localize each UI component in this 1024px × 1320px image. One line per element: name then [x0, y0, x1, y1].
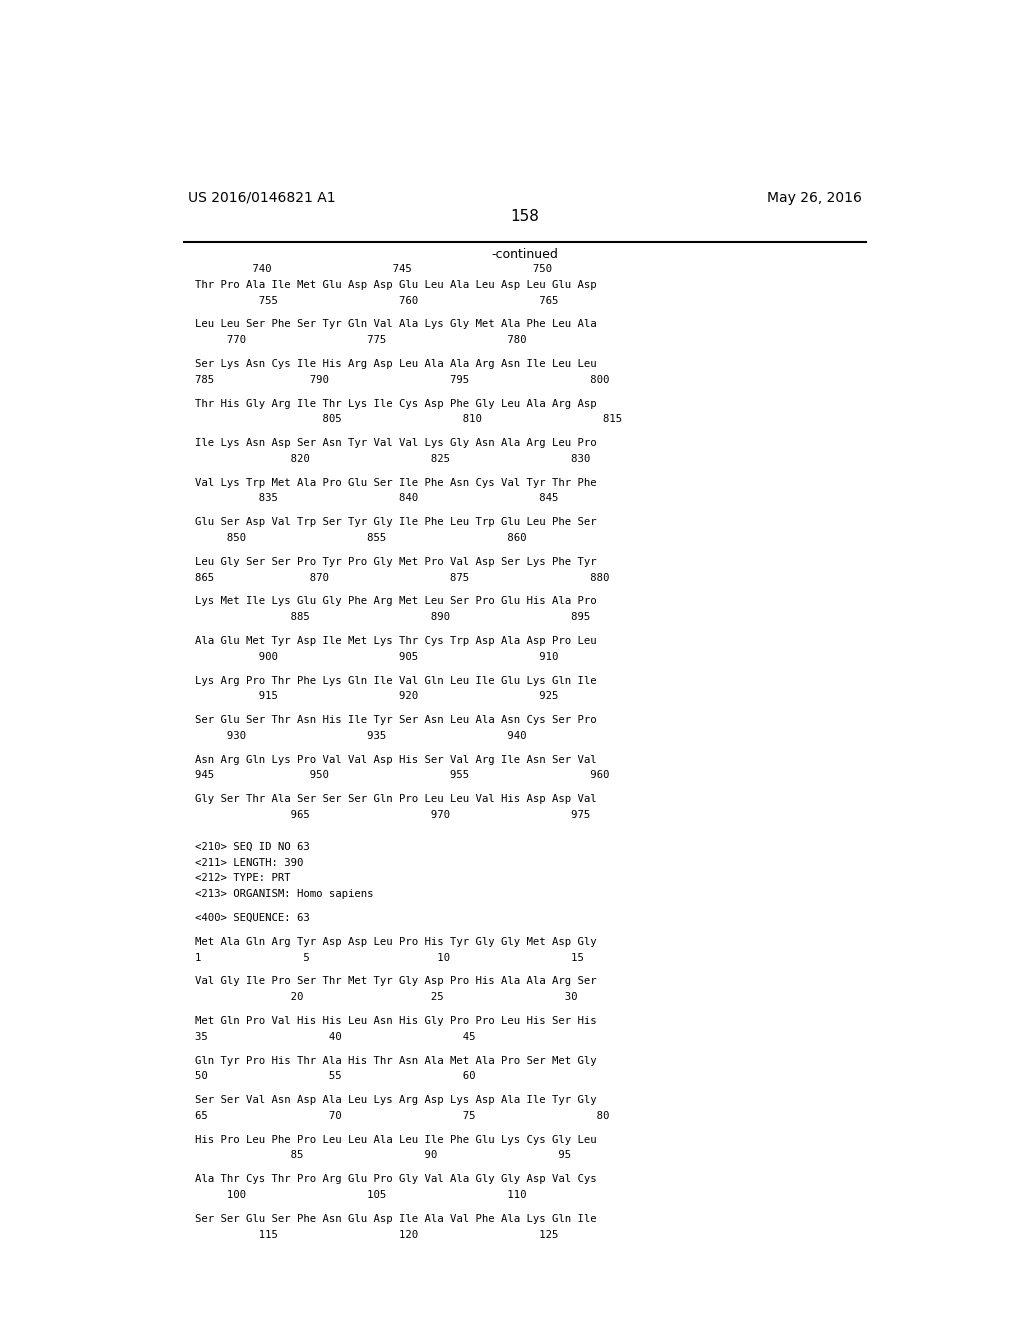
Text: Ile Lys Asn Asp Ser Asn Tyr Val Val Lys Gly Asn Ala Arg Leu Pro: Ile Lys Asn Asp Ser Asn Tyr Val Val Lys … [196, 438, 597, 447]
Text: 65                   70                   75                   80: 65 70 75 80 [196, 1111, 610, 1121]
Text: Val Lys Trp Met Ala Pro Glu Ser Ile Phe Asn Cys Val Tyr Thr Phe: Val Lys Trp Met Ala Pro Glu Ser Ile Phe … [196, 478, 597, 487]
Text: Ser Glu Ser Thr Asn His Ile Tyr Ser Asn Leu Ala Asn Cys Ser Pro: Ser Glu Ser Thr Asn His Ile Tyr Ser Asn … [196, 715, 597, 725]
Text: Ala Thr Cys Thr Pro Arg Glu Pro Gly Val Ala Gly Gly Asp Val Cys: Ala Thr Cys Thr Pro Arg Glu Pro Gly Val … [196, 1175, 597, 1184]
Text: Thr Pro Ala Ile Met Glu Asp Asp Glu Leu Ala Leu Asp Leu Glu Asp: Thr Pro Ala Ile Met Glu Asp Asp Glu Leu … [196, 280, 597, 290]
Text: 885                   890                   895: 885 890 895 [196, 612, 591, 622]
Text: <210> SEQ ID NO 63: <210> SEQ ID NO 63 [196, 842, 310, 851]
Text: 85                   90                   95: 85 90 95 [196, 1151, 571, 1160]
Text: 100                   105                   110: 100 105 110 [196, 1189, 527, 1200]
Text: 965                   970                   975: 965 970 975 [196, 810, 591, 820]
Text: 850                   855                   860: 850 855 860 [196, 533, 527, 543]
Text: 915                   920                   925: 915 920 925 [196, 692, 559, 701]
Text: His Pro Leu Phe Pro Leu Leu Ala Leu Ile Phe Glu Lys Cys Gly Leu: His Pro Leu Phe Pro Leu Leu Ala Leu Ile … [196, 1135, 597, 1144]
Text: 50                   55                   60: 50 55 60 [196, 1072, 476, 1081]
Text: <400> SEQUENCE: 63: <400> SEQUENCE: 63 [196, 913, 310, 923]
Text: US 2016/0146821 A1: US 2016/0146821 A1 [187, 191, 335, 205]
Text: 1                5                    10                   15: 1 5 10 15 [196, 953, 585, 962]
Text: 805                   810                   815: 805 810 815 [196, 414, 623, 424]
Text: <212> TYPE: PRT: <212> TYPE: PRT [196, 874, 291, 883]
Text: Lys Arg Pro Thr Phe Lys Gln Ile Val Gln Leu Ile Glu Lys Gln Ile: Lys Arg Pro Thr Phe Lys Gln Ile Val Gln … [196, 676, 597, 685]
Text: Gln Tyr Pro His Thr Ala His Thr Asn Ala Met Ala Pro Ser Met Gly: Gln Tyr Pro His Thr Ala His Thr Asn Ala … [196, 1056, 597, 1065]
Text: 900                   905                   910: 900 905 910 [196, 652, 559, 661]
Text: Lys Met Ile Lys Glu Gly Phe Arg Met Leu Ser Pro Glu His Ala Pro: Lys Met Ile Lys Glu Gly Phe Arg Met Leu … [196, 597, 597, 606]
Text: Leu Leu Ser Phe Ser Tyr Gln Val Ala Lys Gly Met Ala Phe Leu Ala: Leu Leu Ser Phe Ser Tyr Gln Val Ala Lys … [196, 319, 597, 330]
Text: Met Gln Pro Val His His Leu Asn His Gly Pro Pro Leu His Ser His: Met Gln Pro Val His His Leu Asn His Gly … [196, 1016, 597, 1026]
Text: May 26, 2016: May 26, 2016 [767, 191, 862, 205]
Text: Met Ala Gln Arg Tyr Asp Asp Leu Pro His Tyr Gly Gly Met Asp Gly: Met Ala Gln Arg Tyr Asp Asp Leu Pro His … [196, 937, 597, 946]
Text: 930                   935                   940: 930 935 940 [196, 731, 527, 741]
Text: 835                   840                   845: 835 840 845 [196, 494, 559, 503]
Text: 35                   40                   45: 35 40 45 [196, 1032, 476, 1041]
Text: 740                   745                   750: 740 745 750 [196, 264, 553, 275]
Text: 115                   120                   125: 115 120 125 [196, 1229, 559, 1239]
Text: Ser Ser Val Asn Asp Ala Leu Lys Arg Asp Lys Asp Ala Ile Tyr Gly: Ser Ser Val Asn Asp Ala Leu Lys Arg Asp … [196, 1096, 597, 1105]
Text: <211> LENGTH: 390: <211> LENGTH: 390 [196, 858, 304, 867]
Text: Thr His Gly Arg Ile Thr Lys Ile Cys Asp Phe Gly Leu Ala Arg Asp: Thr His Gly Arg Ile Thr Lys Ile Cys Asp … [196, 399, 597, 408]
Text: Ser Lys Asn Cys Ile His Arg Asp Leu Ala Ala Arg Asn Ile Leu Leu: Ser Lys Asn Cys Ile His Arg Asp Leu Ala … [196, 359, 597, 370]
Text: 770                   775                   780: 770 775 780 [196, 335, 527, 345]
Text: Asn Arg Gln Lys Pro Val Val Asp His Ser Val Arg Ile Asn Ser Val: Asn Arg Gln Lys Pro Val Val Asp His Ser … [196, 755, 597, 764]
Text: 820                   825                   830: 820 825 830 [196, 454, 591, 463]
Text: 865               870                   875                   880: 865 870 875 880 [196, 573, 610, 582]
Text: 785               790                   795                   800: 785 790 795 800 [196, 375, 610, 384]
Text: 945               950                   955                   960: 945 950 955 960 [196, 771, 610, 780]
Text: 20                    25                   30: 20 25 30 [196, 993, 578, 1002]
Text: 755                   760                   765: 755 760 765 [196, 296, 559, 305]
Text: Ala Glu Met Tyr Asp Ile Met Lys Thr Cys Trp Asp Ala Asp Pro Leu: Ala Glu Met Tyr Asp Ile Met Lys Thr Cys … [196, 636, 597, 645]
Text: -continued: -continued [492, 248, 558, 261]
Text: Gly Ser Thr Ala Ser Ser Ser Gln Pro Leu Leu Val His Asp Asp Val: Gly Ser Thr Ala Ser Ser Ser Gln Pro Leu … [196, 795, 597, 804]
Text: Glu Ser Asp Val Trp Ser Tyr Gly Ile Phe Leu Trp Glu Leu Phe Ser: Glu Ser Asp Val Trp Ser Tyr Gly Ile Phe … [196, 517, 597, 527]
Text: Ser Ser Glu Ser Phe Asn Glu Asp Ile Ala Val Phe Ala Lys Gln Ile: Ser Ser Glu Ser Phe Asn Glu Asp Ile Ala … [196, 1214, 597, 1224]
Text: Val Gly Ile Pro Ser Thr Met Tyr Gly Asp Pro His Ala Ala Arg Ser: Val Gly Ile Pro Ser Thr Met Tyr Gly Asp … [196, 977, 597, 986]
Text: Leu Gly Ser Ser Pro Tyr Pro Gly Met Pro Val Asp Ser Lys Phe Tyr: Leu Gly Ser Ser Pro Tyr Pro Gly Met Pro … [196, 557, 597, 566]
Text: <213> ORGANISM: Homo sapiens: <213> ORGANISM: Homo sapiens [196, 890, 374, 899]
Text: 158: 158 [510, 210, 540, 224]
